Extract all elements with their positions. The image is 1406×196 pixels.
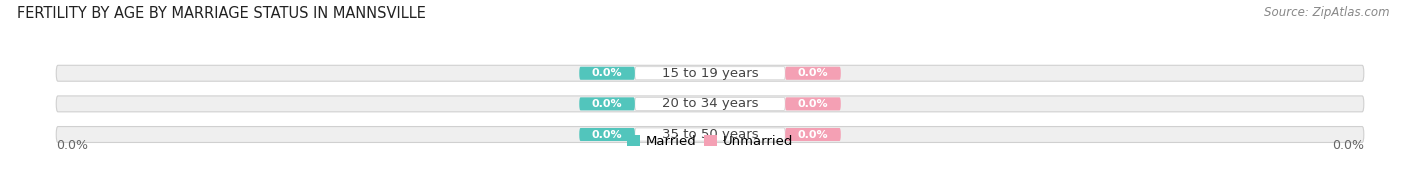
FancyBboxPatch shape <box>56 96 1364 112</box>
FancyBboxPatch shape <box>785 128 841 141</box>
Text: Source: ZipAtlas.com: Source: ZipAtlas.com <box>1264 6 1389 19</box>
FancyBboxPatch shape <box>785 67 841 80</box>
Text: 0.0%: 0.0% <box>56 139 89 152</box>
FancyBboxPatch shape <box>636 97 785 110</box>
Text: FERTILITY BY AGE BY MARRIAGE STATUS IN MANNSVILLE: FERTILITY BY AGE BY MARRIAGE STATUS IN M… <box>17 6 426 21</box>
FancyBboxPatch shape <box>785 97 841 110</box>
FancyBboxPatch shape <box>636 128 785 141</box>
Text: 0.0%: 0.0% <box>797 130 828 140</box>
Text: 0.0%: 0.0% <box>592 99 623 109</box>
Text: 0.0%: 0.0% <box>1331 139 1364 152</box>
Text: 35 to 50 years: 35 to 50 years <box>662 128 758 141</box>
FancyBboxPatch shape <box>56 127 1364 142</box>
FancyBboxPatch shape <box>636 67 785 80</box>
Text: 0.0%: 0.0% <box>592 68 623 78</box>
Legend: Married, Unmarried: Married, Unmarried <box>627 135 793 148</box>
Text: 15 to 19 years: 15 to 19 years <box>662 67 758 80</box>
Text: 0.0%: 0.0% <box>797 99 828 109</box>
FancyBboxPatch shape <box>56 65 1364 81</box>
Text: 0.0%: 0.0% <box>592 130 623 140</box>
Text: 0.0%: 0.0% <box>797 68 828 78</box>
FancyBboxPatch shape <box>579 67 636 80</box>
FancyBboxPatch shape <box>579 97 636 110</box>
Text: 20 to 34 years: 20 to 34 years <box>662 97 758 110</box>
FancyBboxPatch shape <box>579 128 636 141</box>
